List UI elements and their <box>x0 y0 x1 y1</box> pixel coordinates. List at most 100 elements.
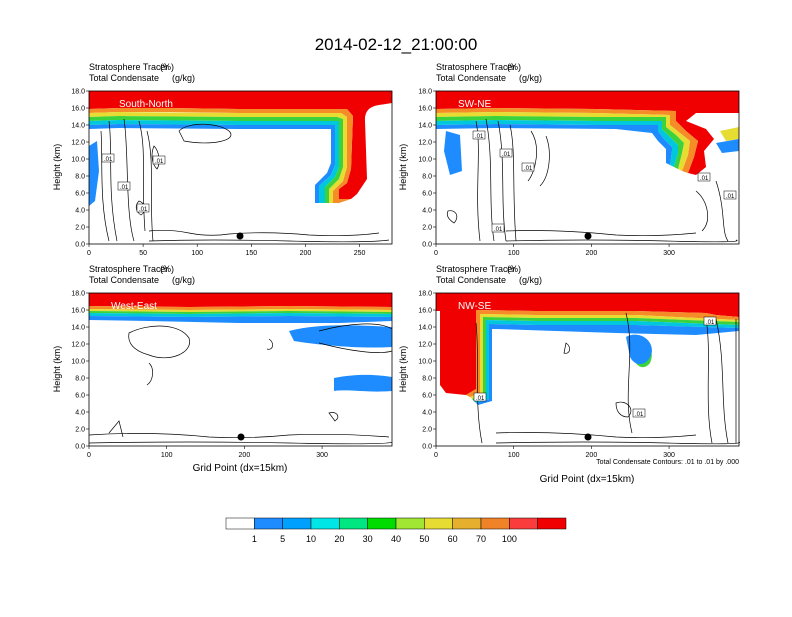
panel-region-label: NW-SE <box>458 301 491 312</box>
contour-label: .01 <box>475 134 484 140</box>
colorbar-swatch <box>480 517 510 530</box>
contour-label: .01 <box>120 185 129 191</box>
y-tick-label: 14.0 <box>71 123 85 130</box>
contour-label: .01 <box>635 412 644 418</box>
colorbar-label: 5 <box>280 534 285 544</box>
tracer-orange <box>89 306 392 310</box>
y-axis-label: Height (km) <box>52 144 62 191</box>
panel-west-east: Stratosphere Tracer (%) Total Condensate… <box>52 264 393 474</box>
panel-header-condensate-unit: (g/kg) <box>519 275 542 285</box>
y-tick-label: 16.0 <box>418 106 432 113</box>
y-tick-label: 6.0 <box>75 191 85 198</box>
x-tick-label: 300 <box>663 452 675 459</box>
panel-header-condensate-unit: (g/kg) <box>519 73 542 83</box>
contour-label: .01 <box>700 176 709 182</box>
figure-title: 2014-02-12_21:00:00 <box>315 35 478 54</box>
colorbar-label: 60 <box>448 534 458 544</box>
x-tick-label: 0 <box>87 452 91 459</box>
panel-header-condensate-unit: (g/kg) <box>172 275 195 285</box>
y-tick-label: 12.0 <box>418 140 432 147</box>
y-tick-label: 4.0 <box>422 410 432 417</box>
contour-label: .01 <box>494 227 503 233</box>
y-tick-label: 0.0 <box>75 444 85 451</box>
y-tick-label: 8.0 <box>75 376 85 383</box>
x-tick-label: 250 <box>354 250 366 257</box>
y-tick-label: 16.0 <box>71 308 85 315</box>
y-tick-label: 0.0 <box>422 444 432 451</box>
panel-header-condensate-unit: (g/kg) <box>172 73 195 83</box>
y-tick-labels: 0.0 2.0 4.0 6.0 8.0 10.0 12.0 14.0 16.0 18.0 <box>71 89 89 249</box>
colorbar-swatch <box>339 517 368 530</box>
colorbar-label: 40 <box>391 534 401 544</box>
contour-label-boxes: .01 .01 .01 <box>473 316 717 418</box>
x-tick-label: 100 <box>161 452 173 459</box>
x-tick-label: 50 <box>139 250 147 257</box>
colorbar-label: 50 <box>419 534 429 544</box>
tracer-blue <box>476 324 739 405</box>
plot-frame <box>88 90 393 245</box>
y-axis-label: Height (km) <box>398 144 408 191</box>
contour-label: .01 <box>524 166 533 172</box>
contour-label: .01 <box>155 159 164 165</box>
panel-header-tracer-unit: (%) <box>507 264 521 274</box>
contour-label-boxes: .01 .01 .01 .01 <box>101 153 166 213</box>
tracer-cyan <box>436 120 678 167</box>
tracer-cyan <box>89 313 392 317</box>
x-tick-label: 0 <box>434 452 438 459</box>
panel-header-condensate: Total Condensate <box>89 73 159 83</box>
colorbar-label: 70 <box>476 534 486 544</box>
y-tick-label: 0.0 <box>422 242 432 249</box>
panel-header-tracer: Stratosphere Tracer <box>89 264 169 274</box>
x-tick-label: 300 <box>316 452 328 459</box>
panel-region-label: SW-NE <box>458 99 491 110</box>
colorbar-label: 100 <box>502 534 517 544</box>
location-marker <box>584 232 592 240</box>
colorbar-swatch <box>395 517 425 530</box>
stratosphere-tracer-band <box>436 91 739 175</box>
x-tick-labels: 0 50 100 150 200 250 <box>87 244 365 257</box>
condensate-contours <box>88 323 393 445</box>
y-tick-label: 14.0 <box>71 325 85 332</box>
tracer-green <box>89 311 392 314</box>
x-tick-label: 200 <box>239 452 251 459</box>
colorbar-swatch <box>509 517 538 530</box>
y-tick-label: 8.0 <box>422 174 432 181</box>
y-tick-label: 16.0 <box>71 106 85 113</box>
x-axis-label: Grid Point (dx=15km) <box>193 463 288 474</box>
panel-header-condensate: Total Condensate <box>436 73 506 83</box>
x-tick-labels: 0 100 200 300 <box>87 446 328 459</box>
panel-header-tracer: Stratosphere Tracer <box>436 264 516 274</box>
y-tick-label: 10.0 <box>71 157 85 164</box>
panel-header-tracer: Stratosphere Tracer <box>89 62 169 72</box>
y-tick-label: 8.0 <box>422 376 432 383</box>
contour-label: .01 <box>502 152 511 158</box>
y-tick-label: 18.0 <box>418 89 432 96</box>
plot-frame <box>88 292 393 447</box>
y-tick-label: 4.0 <box>75 208 85 215</box>
condensate-contours <box>475 312 740 445</box>
y-tick-label: 18.0 <box>418 291 432 298</box>
x-tick-label: 200 <box>300 250 312 257</box>
tracer-blue <box>89 316 392 392</box>
panel-region-label: West-East <box>111 301 157 312</box>
y-tick-label: 6.0 <box>422 393 432 400</box>
stratosphere-tracer-band <box>436 293 739 395</box>
tracer-yellow <box>89 309 392 312</box>
y-tick-labels: 0.0 2.0 4.0 6.0 8.0 10.0 12.0 14.0 16.0 18.0 <box>418 89 436 249</box>
x-tick-label: 100 <box>508 452 520 459</box>
tracer-orange <box>436 108 698 173</box>
y-tick-label: 2.0 <box>422 427 432 434</box>
x-tick-label: 300 <box>663 250 675 257</box>
y-tick-label: 10.0 <box>418 359 432 366</box>
footnote: Total Condensate Contours: .01 to .01 by… <box>596 459 739 466</box>
x-tick-label: 0 <box>87 250 91 257</box>
stratosphere-tracer-band <box>89 293 392 307</box>
y-tick-labels: 0.0 2.0 4.0 6.0 8.0 10.0 12.0 14.0 16.0 18.0 <box>418 291 436 451</box>
panel-south-north: Stratosphere Tracer (%) Total Condensate… <box>52 62 393 257</box>
contour-label: .01 <box>104 157 113 163</box>
y-tick-label: 14.0 <box>418 123 432 130</box>
y-tick-label: 10.0 <box>418 157 432 164</box>
y-tick-label: 2.0 <box>75 427 85 434</box>
condensate-contours <box>100 118 390 243</box>
